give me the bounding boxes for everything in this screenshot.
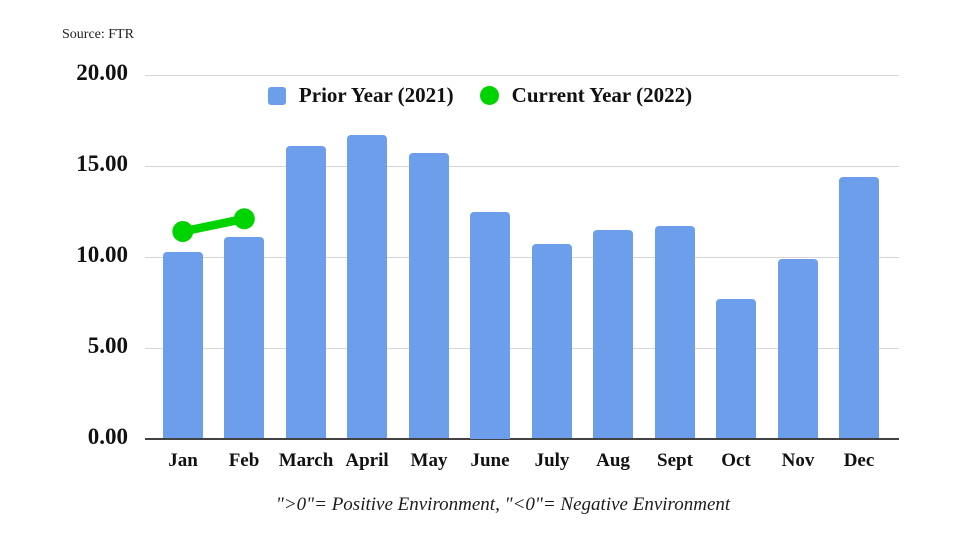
bar-feb xyxy=(224,237,264,438)
bar-aug xyxy=(593,230,633,438)
x-axis-label-july: July xyxy=(534,450,570,471)
bar-march xyxy=(286,146,326,438)
x-axis-label-feb: Feb xyxy=(228,450,260,471)
legend-item-prior-year: Prior Year (2021) xyxy=(267,83,454,108)
y-axis-tick-label: 0.00 xyxy=(87,424,128,449)
bar-sept xyxy=(655,226,695,438)
x-axis-label-june: June xyxy=(470,450,510,471)
x-axis-label-may: May xyxy=(410,450,448,471)
gridline-20 xyxy=(145,75,899,76)
x-axis-label-dec: Dec xyxy=(843,450,875,471)
source-label: Source: FTR xyxy=(62,27,134,42)
x-axis-label-april: April xyxy=(345,450,389,471)
bar-dec xyxy=(839,177,879,438)
gridline-15 xyxy=(145,166,899,167)
y-axis-tick-label: 15.00 xyxy=(76,151,128,176)
prior-year-square-icon xyxy=(267,86,286,105)
gridline-10 xyxy=(145,257,899,258)
bar-jan xyxy=(163,252,203,438)
chart-legend: Prior Year (2021) Current Year (2022) xyxy=(103,83,857,108)
x-axis-label-nov: Nov xyxy=(781,450,815,471)
current-year-point xyxy=(172,221,194,242)
current-year-point xyxy=(233,208,255,230)
bar-may xyxy=(409,153,449,438)
x-axis-label-sept: Sept xyxy=(657,450,693,471)
current-year-circle-icon xyxy=(479,86,499,105)
x-axis-label-oct: Oct xyxy=(721,450,751,471)
legend-item-current-year: Current Year (2022) xyxy=(479,83,693,108)
bar-june xyxy=(470,212,510,439)
x-axis-line xyxy=(145,438,899,440)
legend-label-current-year: Current Year (2022) xyxy=(511,83,693,107)
y-axis-tick-label: 5.00 xyxy=(87,333,128,358)
x-axis-label-aug: Aug xyxy=(596,450,630,471)
y-axis-tick-label: 20.00 xyxy=(76,60,128,85)
chart-footnote: ">0"= Positive Environment, "<0"= Negati… xyxy=(275,494,731,515)
x-axis-label-march: March xyxy=(278,450,334,471)
bar-july xyxy=(532,244,572,438)
gridline-5 xyxy=(145,348,899,349)
bar-april xyxy=(347,135,387,438)
bar-oct xyxy=(716,299,756,438)
y-axis-tick-label: 10.00 xyxy=(76,242,128,267)
legend-label-prior-year: Prior Year (2021) xyxy=(298,83,454,107)
x-axis-label-jan: Jan xyxy=(168,450,198,471)
current-year-line xyxy=(181,214,246,236)
bar-nov xyxy=(778,259,818,438)
